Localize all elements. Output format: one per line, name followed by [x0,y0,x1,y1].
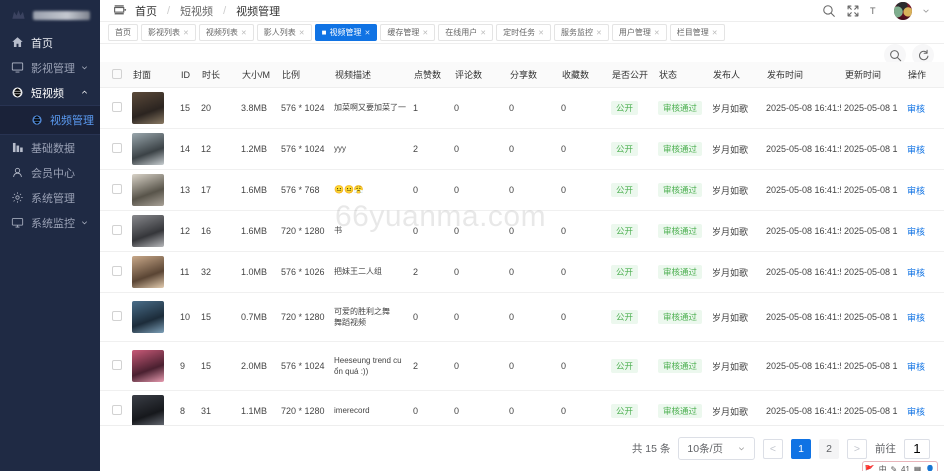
svg-text:T: T [870,5,876,15]
